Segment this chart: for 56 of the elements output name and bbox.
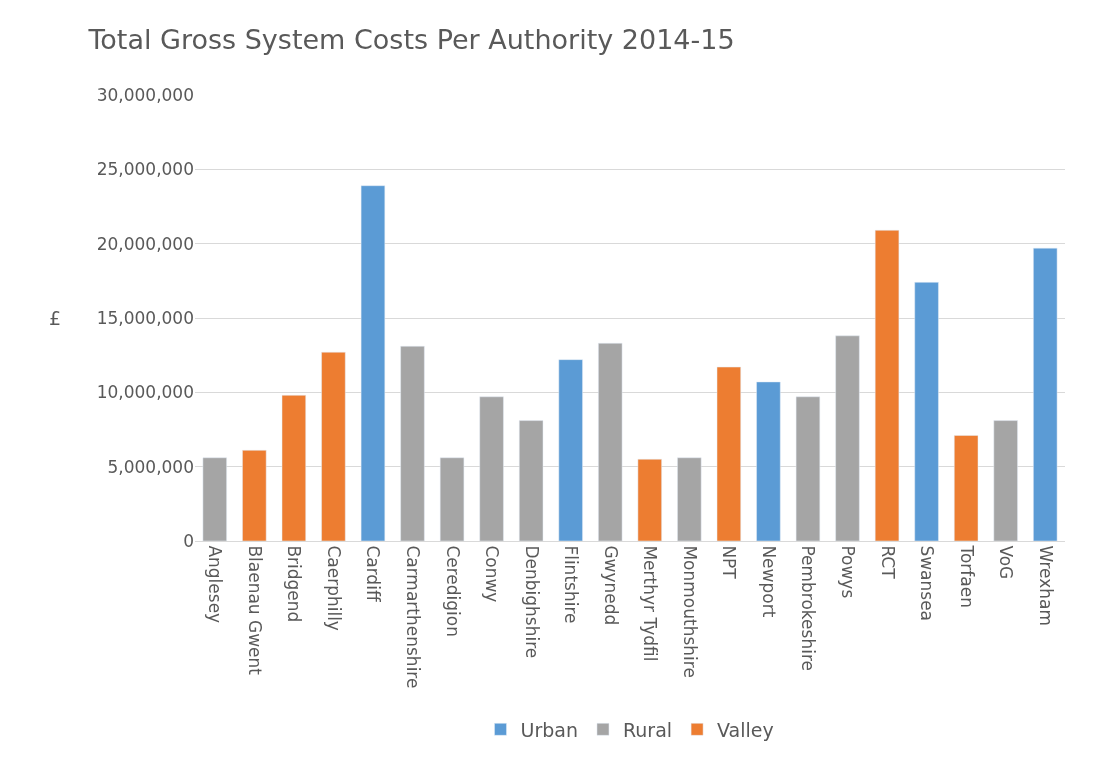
bar <box>993 420 1018 541</box>
x-tick-label: Flintshire <box>561 545 582 624</box>
bar <box>439 457 465 541</box>
x-tick-label: Bridgend <box>284 545 305 623</box>
y-tick-label: 25,000,000 <box>96 159 194 180</box>
x-tick-label: NPT <box>719 545 740 580</box>
x-tick-label: Pembrokeshire <box>798 545 819 672</box>
y-tick-label: 10,000,000 <box>96 382 194 403</box>
x-tick-label: Ceredigion <box>442 545 463 638</box>
bar <box>637 458 662 541</box>
x-tick-label: RCT <box>877 545 898 580</box>
bar <box>360 185 386 541</box>
bar <box>242 450 267 541</box>
bar <box>874 230 900 541</box>
bar <box>321 351 346 541</box>
bar <box>400 346 425 541</box>
x-tick-label: Merthyr Tydfil <box>640 545 661 662</box>
x-tick-label: Torfaen <box>956 544 977 608</box>
bar <box>677 457 702 541</box>
chart-title: Total Gross System Costs Per Authority 2014-15 <box>87 24 735 56</box>
bar <box>1033 247 1058 541</box>
y-tick-label: 0 <box>183 530 194 551</box>
legend-label: Urban <box>520 718 578 741</box>
x-tick-label: Monmouthshire <box>679 545 700 678</box>
bar <box>598 343 623 541</box>
bar <box>914 282 939 541</box>
bar <box>558 359 583 541</box>
x-tick-label: Newport <box>758 545 779 618</box>
x-tick-label: Conwy <box>482 545 503 603</box>
x-tick-label: Blaenau Gwent <box>244 545 265 676</box>
legend-label: Rural <box>622 718 673 741</box>
y-tick-label: 20,000,000 <box>96 233 194 254</box>
x-tick-label: Cardiff <box>363 545 384 603</box>
y-axis-title: £ <box>49 307 62 329</box>
y-tick-label: 5,000,000 <box>107 456 194 477</box>
y-tick-label: 15,000,000 <box>96 307 194 328</box>
x-tick-label: VoG <box>996 545 1017 580</box>
legend-label: Valley <box>717 718 774 741</box>
x-tick-label: Swansea <box>917 545 938 622</box>
bar <box>281 395 306 541</box>
x-tick-label: Gwynedd <box>600 545 621 626</box>
bar <box>795 396 821 541</box>
bar <box>202 457 227 541</box>
x-tick-label: Anglesey <box>205 545 226 624</box>
x-tick-label: Caerphilly <box>323 545 344 631</box>
bar <box>756 381 781 541</box>
x-tick-label: Carmarthenshire <box>402 545 423 689</box>
bar <box>519 420 544 541</box>
bar <box>716 366 741 541</box>
bar <box>954 435 979 541</box>
y-tick-label: 30,000,000 <box>96 84 194 105</box>
x-tick-label: Wrexham <box>1035 545 1056 627</box>
x-tick-label: Powys <box>837 545 858 599</box>
x-tick-label: Denbighshire <box>521 545 542 659</box>
bar <box>835 335 860 541</box>
bar <box>479 396 504 541</box>
